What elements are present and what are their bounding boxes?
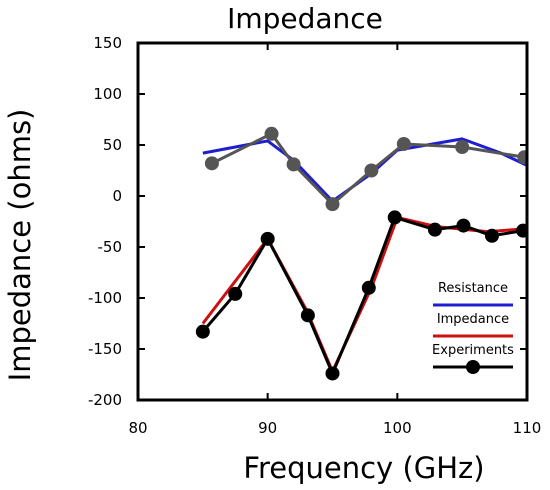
legend-item: Impedance (433, 312, 513, 338)
data-point (516, 223, 527, 238)
legend-item: Experiments (432, 343, 514, 374)
legend-label: Resistance (438, 281, 508, 296)
data-point (387, 210, 402, 225)
data-point (300, 308, 315, 323)
data-point (325, 366, 340, 381)
chart-title: Impedance (227, 2, 383, 35)
data-point (325, 197, 340, 212)
data-point (228, 286, 243, 301)
data-point (286, 157, 301, 172)
x-tick-label: 100 (383, 419, 412, 437)
y-tick-label: 50 (103, 136, 122, 154)
data-point (361, 280, 376, 295)
x-tick-label: 90 (258, 419, 277, 437)
x-tick-label: 80 (128, 419, 147, 437)
x-axis-label: Frequency (GHz) (243, 451, 484, 485)
data-point (195, 324, 210, 339)
legend-label: Experiments (432, 343, 514, 358)
y-tick-label: 150 (93, 34, 122, 52)
y-axis-label: Impedance (ohms) (3, 109, 37, 382)
axis-ticks: 80 90 100 110 150 100 50 0 -50 -100 -150 -200 (88, 34, 541, 437)
data-point (396, 136, 411, 151)
y-tick-label: 0 (112, 187, 122, 205)
legend-item: Resistance (433, 281, 513, 307)
data-point (364, 163, 379, 178)
y-tick-label: -100 (88, 289, 122, 307)
legend: Resistance Impedance Experiments (432, 281, 514, 374)
series-group (195, 126, 527, 381)
data-point (427, 222, 442, 237)
y-tick-label: -200 (88, 391, 122, 409)
plot-series (195, 126, 527, 381)
data-point (260, 231, 275, 246)
data-point (456, 218, 471, 233)
y-tick-label: -150 (88, 340, 122, 358)
data-point (204, 156, 219, 171)
data-point (484, 228, 499, 243)
y-tick-label: -50 (98, 238, 123, 256)
data-point (264, 126, 279, 141)
data-point (455, 140, 470, 155)
data-point (517, 150, 527, 165)
x-tick-label: 110 (513, 419, 542, 437)
y-tick-label: 100 (93, 85, 122, 103)
legend-marker (466, 360, 480, 374)
plot-frame (136, 41, 529, 402)
legend-label: Impedance (437, 312, 509, 327)
